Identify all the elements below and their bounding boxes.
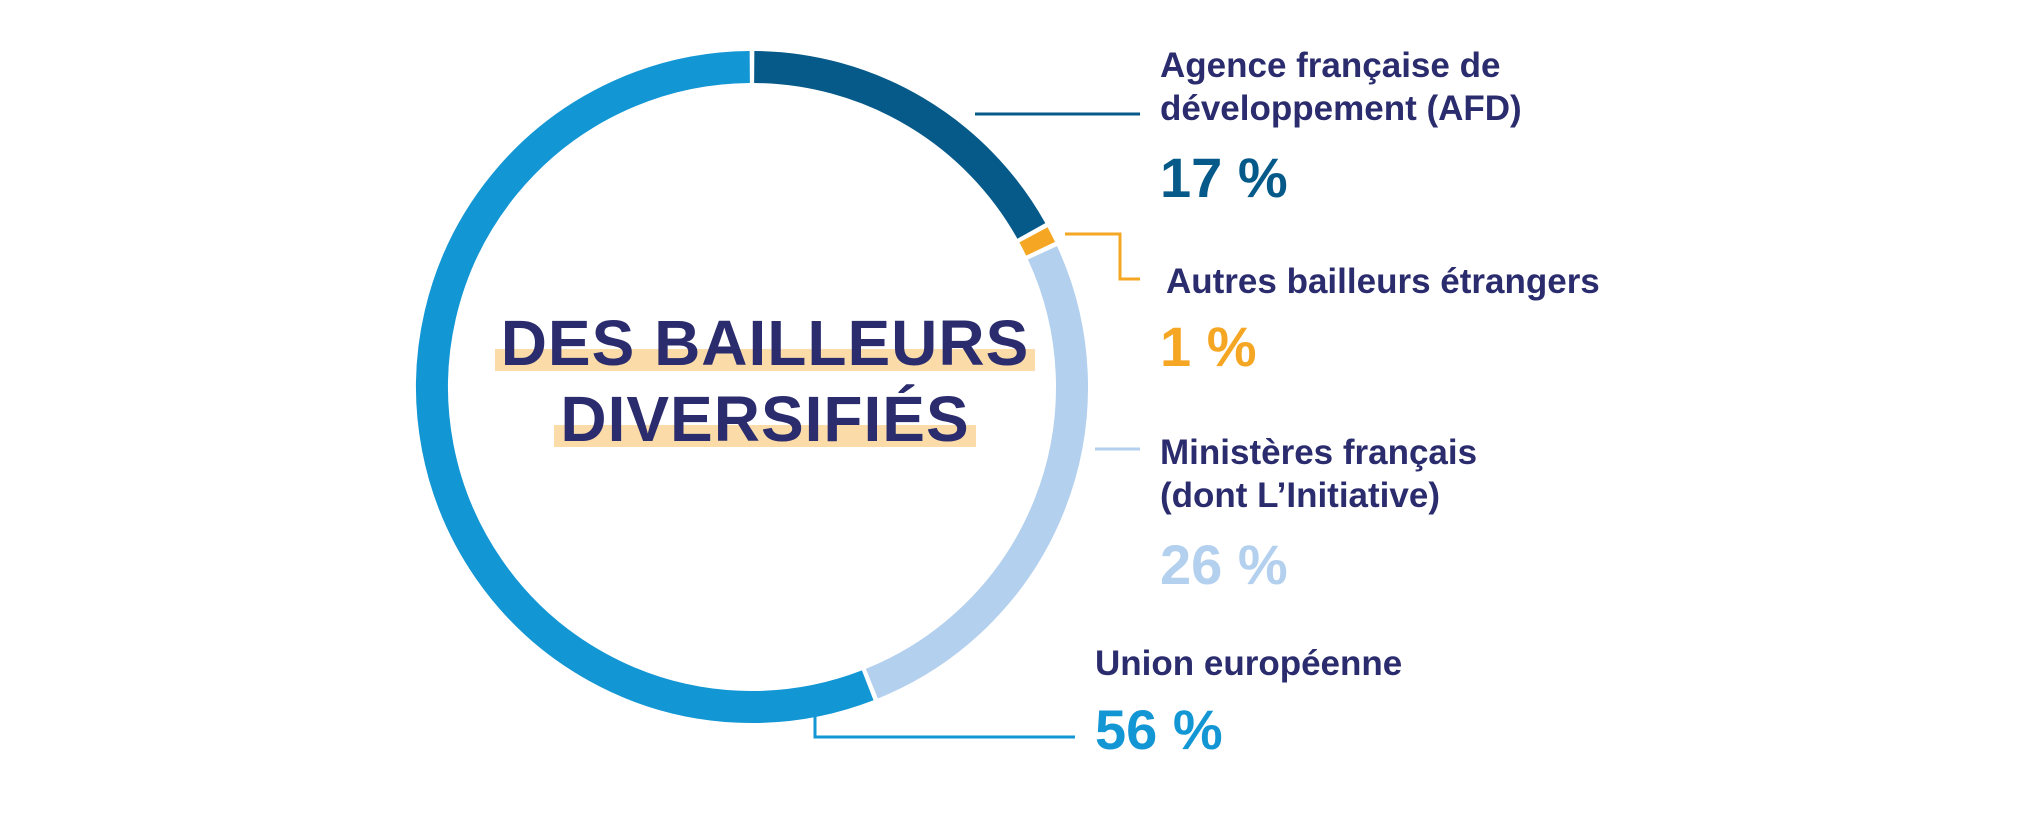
chart-title-line-2: DIVERSIFIÉS bbox=[554, 383, 976, 455]
legend-value-afd: 17 % bbox=[1160, 146, 1288, 209]
legend-label-autres-bailleurs-line-1: Autres bailleurs étrangers bbox=[1166, 262, 1600, 301]
slice-afd bbox=[754, 51, 1046, 239]
leader-line-union-europeenne bbox=[813, 706, 1075, 739]
legend-value-union-europeenne: 56 % bbox=[1095, 698, 1223, 761]
leader-line-autres-bailleurs bbox=[1065, 232, 1140, 281]
legend-label-autres-bailleurs: Autres bailleurs étrangers bbox=[1166, 260, 1600, 303]
legend-label-ministeres-line-1: Ministères français bbox=[1160, 433, 1478, 472]
legend-label-afd-line-1: Agence française de bbox=[1160, 46, 1501, 85]
donut-slices bbox=[416, 51, 1088, 723]
legend-value-autres-bailleurs: 1 % bbox=[1160, 315, 1257, 378]
legend-label-afd-line-2: développement (AFD) bbox=[1160, 89, 1522, 128]
slice-ministeres bbox=[865, 246, 1088, 699]
legend-label-ministeres: Ministères français (dont L’Initiative) bbox=[1160, 431, 1477, 517]
slice-autres-bailleurs bbox=[1019, 227, 1056, 256]
slice-union-europeenne bbox=[416, 51, 874, 723]
legend-label-afd: Agence française de développement (AFD) bbox=[1160, 44, 1522, 130]
legend-label-union-europeenne: Union européenne bbox=[1095, 642, 1402, 685]
legend-label-ministeres-line-2: (dont L’Initiative) bbox=[1160, 476, 1440, 515]
chart-title-line-1: DES BAILLEURS bbox=[494, 307, 1035, 379]
legend-value-ministeres: 26 % bbox=[1160, 533, 1288, 596]
chart-title: DES BAILLEURS DIVERSIFIÉS bbox=[494, 305, 1035, 457]
leader-lines bbox=[813, 112, 1140, 739]
legend-label-union-europeenne-line-1: Union européenne bbox=[1095, 644, 1403, 683]
